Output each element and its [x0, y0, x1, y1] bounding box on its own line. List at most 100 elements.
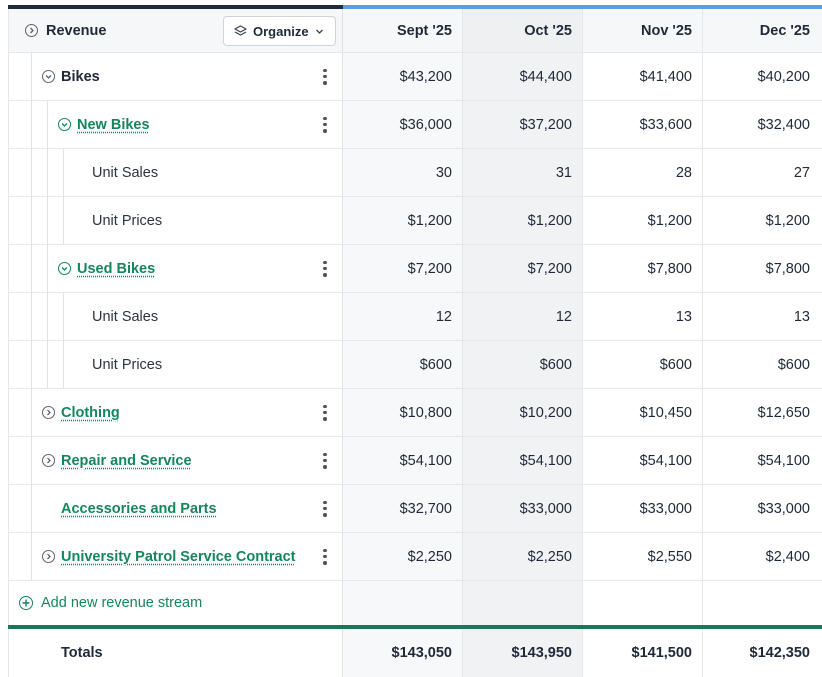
- month-header-dec: Dec '25: [703, 9, 822, 52]
- value-cell: $41,400: [583, 53, 703, 100]
- row-toggle-clothing[interactable]: Clothing: [42, 389, 120, 436]
- header-label-cell: Revenue Organize: [8, 9, 343, 52]
- row-label: Bikes: [61, 68, 100, 85]
- value-cell[interactable]: 31: [463, 149, 583, 196]
- row-toggle-repair-service[interactable]: Repair and Service: [42, 437, 192, 484]
- row-label-link[interactable]: Clothing: [61, 404, 120, 421]
- row-label-link[interactable]: Used Bikes: [77, 260, 156, 277]
- plus-circle-icon: [19, 596, 33, 610]
- value-cell: $54,100: [703, 437, 822, 484]
- page-title: Revenue: [46, 22, 107, 39]
- value-cell: $33,600: [583, 101, 703, 148]
- value-cell[interactable]: 13: [703, 293, 822, 340]
- kebab-menu-icon[interactable]: [322, 404, 328, 421]
- value-cell[interactable]: $1,200: [703, 197, 822, 244]
- value-cell: $10,200: [463, 389, 583, 436]
- value-cell: $54,100: [463, 437, 583, 484]
- revenue-table: Revenue Organize Sept '25 Oct '25 Nov '2…: [8, 9, 822, 677]
- organize-button[interactable]: Organize: [223, 16, 336, 46]
- value-cell[interactable]: $1,200: [583, 197, 703, 244]
- chevron-circle-right-icon: [25, 24, 38, 37]
- month-columns-accent: [343, 5, 822, 9]
- table-header: Revenue Organize Sept '25 Oct '25 Nov '2…: [8, 9, 822, 53]
- value-cell[interactable]: $600: [463, 341, 583, 388]
- table-row-used-unit-sales: Unit Sales 12 12 13 13: [8, 293, 822, 341]
- table-row-used-bikes: Used Bikes $7,200 $7,200 $7,800 $7,800: [8, 245, 822, 293]
- value-cell: $10,450: [583, 389, 703, 436]
- row-toggle-bikes[interactable]: Bikes: [42, 53, 100, 100]
- value-cell[interactable]: $1,200: [463, 197, 583, 244]
- chevron-circle-down-icon: [42, 70, 55, 83]
- value-cell[interactable]: 13: [583, 293, 703, 340]
- chevron-circle-down-icon: [58, 262, 71, 275]
- value-cell: $54,100: [583, 437, 703, 484]
- table-row-new-unit-sales: Unit Sales 30 31 28 27: [8, 149, 822, 197]
- value-cell: $43,200: [343, 53, 463, 100]
- value-cell: $10,800: [343, 389, 463, 436]
- row-label-link[interactable]: New Bikes: [77, 116, 150, 133]
- row-label: Unit Prices: [92, 212, 163, 229]
- value-cell: $54,100: [343, 437, 463, 484]
- month-header-sept: Sept '25: [343, 9, 463, 52]
- chevron-circle-down-icon: [58, 118, 71, 131]
- value-cell: $40,200: [703, 53, 822, 100]
- value-cell: $2,550: [583, 533, 703, 580]
- value-cell[interactable]: 12: [463, 293, 583, 340]
- value-cell: $44,400: [463, 53, 583, 100]
- chevron-circle-right-icon: [42, 406, 55, 419]
- value-cell[interactable]: $600: [343, 341, 463, 388]
- kebab-menu-icon[interactable]: [322, 452, 328, 469]
- value-cell: $12,650: [703, 389, 822, 436]
- row-label-link[interactable]: Accessories and Parts: [61, 500, 217, 517]
- row-label-link[interactable]: Repair and Service: [61, 452, 192, 469]
- total-oct: $143,950: [463, 629, 583, 677]
- kebab-menu-icon[interactable]: [322, 500, 328, 517]
- value-cell[interactable]: $600: [583, 341, 703, 388]
- table-row-clothing: Clothing $10,800 $10,200 $10,450 $12,650: [8, 389, 822, 437]
- value-cell: $36,000: [343, 101, 463, 148]
- add-revenue-stream-label: Add new revenue stream: [41, 595, 203, 611]
- row-toggle-new-bikes[interactable]: New Bikes: [58, 101, 150, 148]
- value-cell[interactable]: 30: [343, 149, 463, 196]
- value-cell: $37,200: [463, 101, 583, 148]
- value-cell[interactable]: $600: [703, 341, 822, 388]
- value-cell: $7,200: [343, 245, 463, 292]
- row-label-link[interactable]: University Patrol Service Contract: [61, 548, 296, 565]
- table-row-used-unit-prices: Unit Prices $600 $600 $600 $600: [8, 341, 822, 389]
- value-cell[interactable]: 12: [343, 293, 463, 340]
- month-header-oct: Oct '25: [463, 9, 583, 52]
- chevron-down-icon: [315, 27, 324, 36]
- table-row-accessories-parts: Accessories and Parts $32,700 $33,000 $3…: [8, 485, 822, 533]
- totals-divider: [8, 625, 822, 629]
- row-toggle-used-bikes[interactable]: Used Bikes: [58, 245, 155, 292]
- value-cell: $33,000: [463, 485, 583, 532]
- row-label: Unit Prices: [92, 356, 163, 373]
- total-sept: $143,050: [343, 629, 463, 677]
- value-cell: $33,000: [583, 485, 703, 532]
- row-label: Unit Sales: [92, 308, 159, 325]
- layers-icon: [234, 24, 247, 38]
- row-toggle-university-patrol[interactable]: University Patrol Service Contract: [42, 533, 296, 580]
- row-label: Unit Sales: [92, 164, 159, 181]
- label-column-accent: [8, 5, 343, 9]
- revenue-section-toggle[interactable]: Revenue: [25, 9, 106, 52]
- value-cell: $32,400: [703, 101, 822, 148]
- value-cell[interactable]: 28: [583, 149, 703, 196]
- totals-row: Totals $143,050 $143,950 $141,500 $142,3…: [8, 629, 822, 677]
- kebab-menu-icon[interactable]: [322, 260, 328, 277]
- kebab-menu-icon[interactable]: [322, 548, 328, 565]
- value-cell: $7,800: [583, 245, 703, 292]
- header-accent-bar: [8, 5, 822, 9]
- add-stream-row: Add new revenue stream: [8, 581, 822, 625]
- add-revenue-stream-button[interactable]: Add new revenue stream: [19, 581, 202, 625]
- chevron-circle-right-icon: [42, 454, 55, 467]
- value-cell: $2,250: [463, 533, 583, 580]
- value-cell: $2,250: [343, 533, 463, 580]
- value-cell[interactable]: 27: [703, 149, 822, 196]
- value-cell[interactable]: $1,200: [343, 197, 463, 244]
- table-row-new-unit-prices: Unit Prices $1,200 $1,200 $1,200 $1,200: [8, 197, 822, 245]
- kebab-menu-icon[interactable]: [322, 68, 328, 85]
- chevron-circle-right-icon: [42, 550, 55, 563]
- kebab-menu-icon[interactable]: [322, 116, 328, 133]
- totals-label: Totals: [61, 645, 103, 661]
